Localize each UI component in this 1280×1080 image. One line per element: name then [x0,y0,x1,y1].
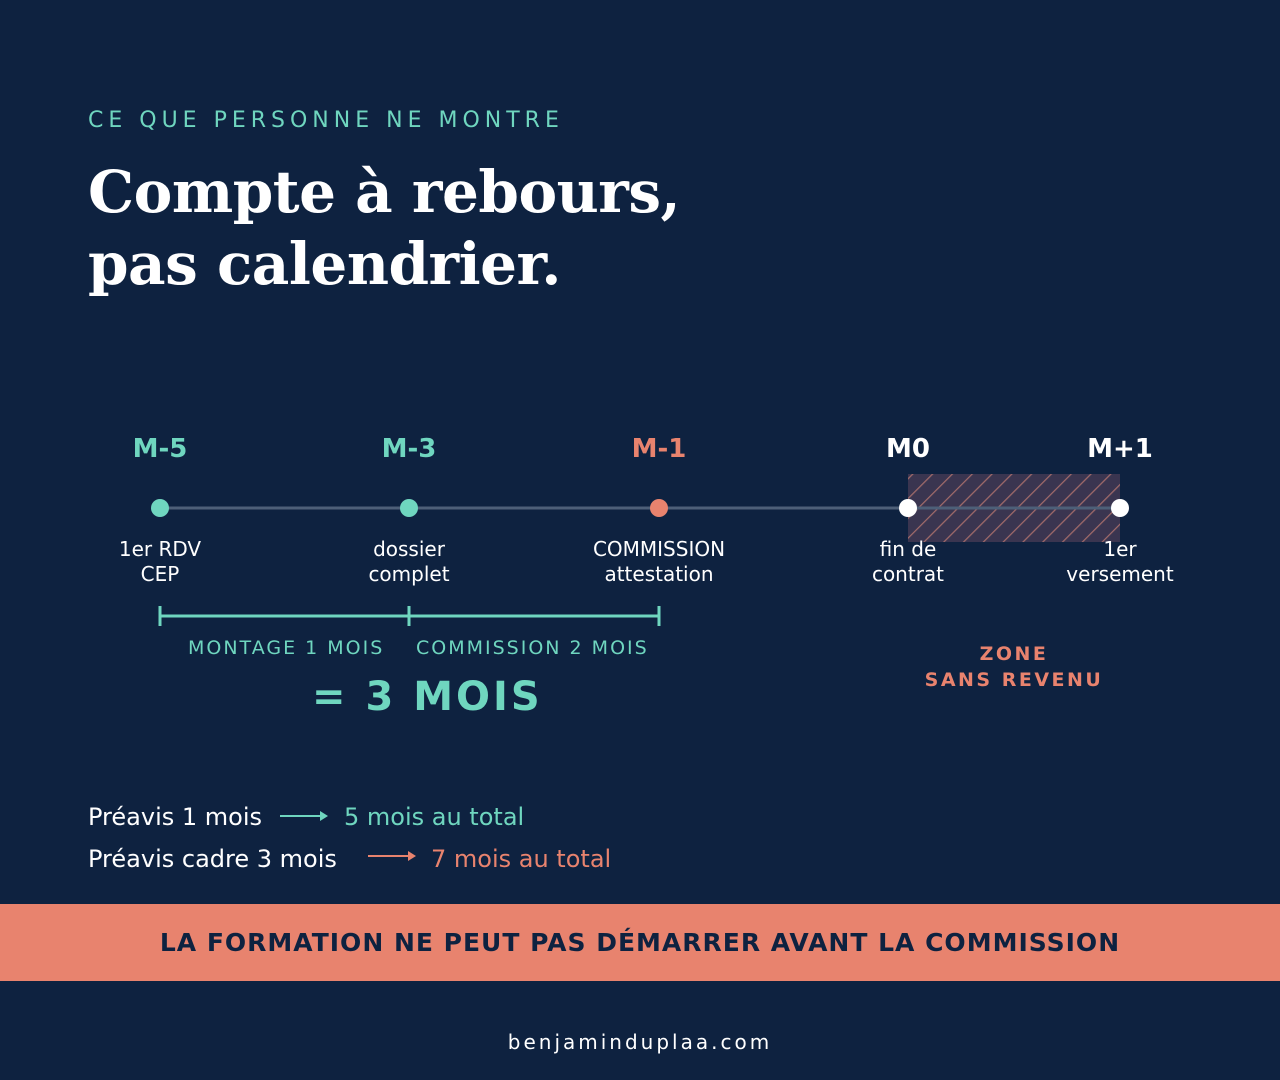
title-line-1: Compte à rebours, [88,158,681,226]
milestone-caption-m0: fin de contrat [871,537,945,586]
milestone-dot-m-plus-1 [1111,499,1129,517]
page-title: Compte à rebours, pas calendrier. [88,156,788,300]
milestone-label-m-plus-1: M+1 [1087,434,1153,464]
no-income-zone-label: ZONE SANS REVENU [924,643,1104,691]
duration-bracket [158,606,661,626]
note-result-2: 7 mois au total [431,845,612,873]
arrow-right-icon [280,811,328,821]
milestone-caption-m5: 1er RDV CEP [118,537,202,586]
warning-banner-text: LA FORMATION NE PEUT PAS DÉMARRER AVANT … [159,928,1121,957]
milestone-caption-m1: COMMISSION attestation [592,537,726,586]
note-label-2: Préavis cadre 3 mois [88,845,337,873]
span-label-commission: COMMISSION 2 MOIS [416,637,649,659]
span-label-montage: MONTAGE 1 MOIS [188,637,385,659]
note-row-1: Préavis 1 mois 5 mois au total [88,803,688,835]
eyebrow: CE QUE PERSONNE NE MONTRE [88,108,564,133]
footer-url: benjaminduplaa.com [507,1030,773,1054]
milestone-dot-m0 [899,499,917,517]
note-label-1: Préavis 1 mois [88,803,262,831]
milestone-dot-m5 [151,499,169,517]
milestone-label-m5: M-5 [132,434,188,464]
warning-banner: LA FORMATION NE PEUT PAS DÉMARRER AVANT … [0,904,1280,981]
milestone-caption-m3: dossier complet [368,537,450,586]
note-row-2: Préavis cadre 3 mois 7 mois au total [88,845,688,877]
milestone-label-m1: M-1 [631,434,687,464]
milestone-label-m3: M-3 [381,434,437,464]
title-line-2: pas calendrier. [88,230,561,298]
milestone-label-m0: M0 [886,434,930,464]
total-duration: = 3 MOIS [312,674,543,720]
milestone-dot-m3 [400,499,418,517]
milestone-caption-m-plus-1: 1er versement [1066,537,1174,586]
milestone-dot-m1 [650,499,668,517]
note-result-1: 5 mois au total [344,803,525,831]
arrow-right-icon [368,851,416,861]
